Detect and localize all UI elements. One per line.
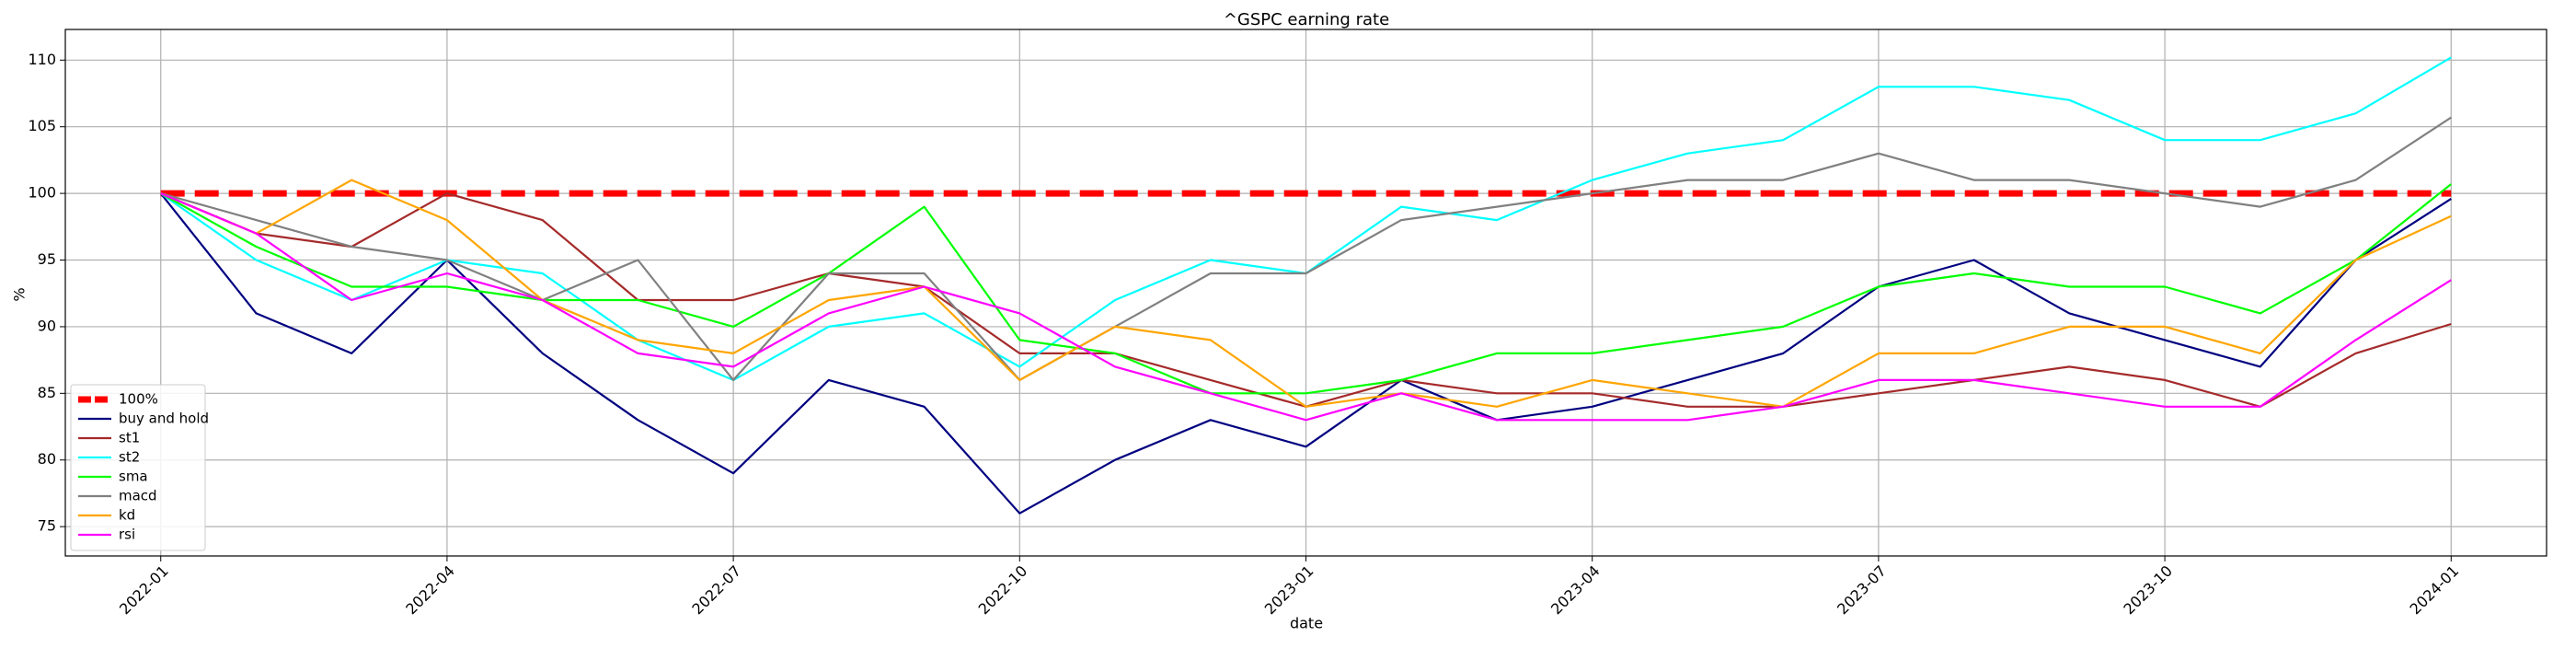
legend-label: rsi: [119, 526, 135, 543]
legend-label: 100%: [119, 391, 158, 408]
series-line: [160, 192, 2452, 422]
y-tick-label: 75: [38, 517, 56, 535]
x-axis-label: date: [1290, 615, 1323, 632]
legend-label: st1: [119, 430, 140, 446]
legend-label: macd: [119, 488, 157, 504]
y-tick-label: 95: [38, 250, 56, 268]
y-axis-label: %: [11, 287, 29, 301]
legend-box: [70, 384, 206, 551]
chart-title: ^GSPC earning rate: [1224, 10, 1389, 29]
y-tick-label: 100: [28, 184, 56, 202]
y-tick-label: 85: [38, 384, 56, 401]
plot-frame: [64, 29, 2547, 557]
y-tick-label: 90: [38, 317, 56, 334]
legend-label: sma: [119, 469, 148, 485]
legend: 100% buy and hold st1 st2 sma macd kd rsi: [70, 384, 209, 551]
y-tick-label: 105: [28, 117, 56, 134]
legend-label: st2: [119, 449, 140, 466]
legend-label: buy and hold: [119, 411, 209, 427]
y-tick-label: 80: [38, 450, 56, 468]
y-tick-label: 110: [28, 51, 56, 68]
series-line: [159, 192, 2452, 515]
legend-label: kd: [119, 507, 135, 524]
